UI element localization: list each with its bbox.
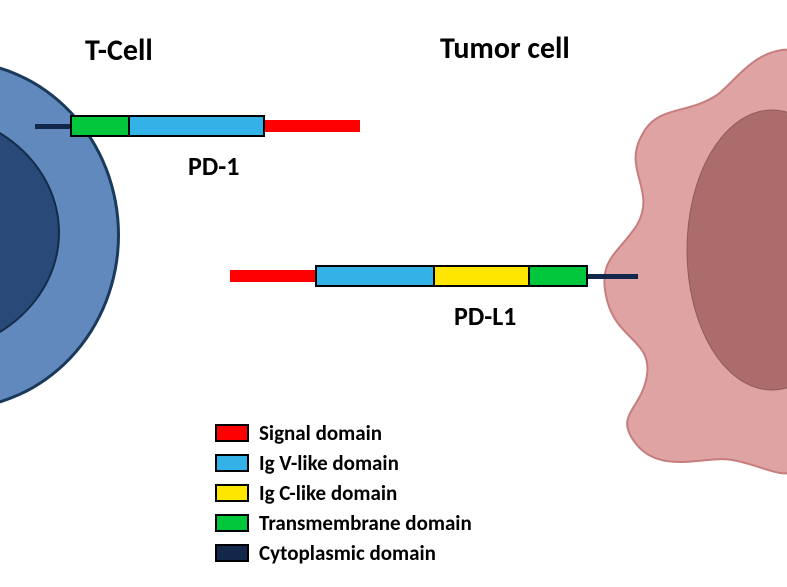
legend-swatch-igc (215, 484, 249, 502)
legend: Signal domain Ig V-like domain Ig C-like… (215, 420, 472, 570)
pd1-cytoplasmic-domain (35, 124, 70, 129)
pd1-igv-domain (128, 115, 265, 137)
legend-item-igv: Ig V-like domain (215, 450, 472, 476)
pd1-signal-domain (265, 120, 360, 132)
legend-label: Ig C-like domain (259, 480, 397, 506)
legend-swatch-igv (215, 454, 249, 472)
legend-item-igc: Ig C-like domain (215, 480, 472, 506)
pdl1-signal-domain (230, 270, 315, 282)
legend-label: Transmembrane domain (259, 510, 472, 536)
pdl1-label: PD-L1 (454, 300, 516, 332)
legend-item-tm: Transmembrane domain (215, 510, 472, 536)
legend-swatch-signal (215, 424, 249, 442)
pd1-transmembrane-domain (70, 115, 130, 137)
pdl1-transmembrane-domain (528, 265, 588, 287)
pdl1-cytoplasmic-domain (588, 274, 638, 279)
legend-swatch-cyto (215, 544, 249, 562)
pd1-label: PD-1 (188, 150, 239, 182)
pdl1-igc-domain (433, 265, 530, 287)
pdl1-igv-domain (315, 265, 435, 287)
legend-label: Cytoplasmic domain (259, 540, 436, 566)
legend-swatch-tm (215, 514, 249, 532)
tumor-cell-shape (567, 40, 787, 480)
tcell-title: T-Cell (85, 32, 153, 69)
tumor-title: Tumor cell (440, 30, 570, 67)
legend-item-signal: Signal domain (215, 420, 472, 446)
legend-item-cyto: Cytoplasmic domain (215, 540, 472, 566)
legend-label: Ig V-like domain (259, 450, 399, 476)
legend-label: Signal domain (259, 420, 382, 446)
